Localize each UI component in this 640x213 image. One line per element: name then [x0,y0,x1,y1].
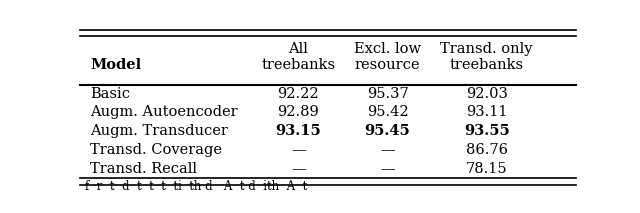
Text: 93.55: 93.55 [464,124,509,138]
Text: 78.15: 78.15 [466,162,508,176]
Text: 93.15: 93.15 [275,124,321,138]
Text: 95.45: 95.45 [365,124,410,138]
Text: Transd. Recall: Transd. Recall [90,162,197,176]
Text: Basic: Basic [90,87,130,101]
Text: 95.37: 95.37 [367,87,408,101]
Text: —: — [380,162,395,176]
Text: Excl. low
resource: Excl. low resource [354,42,421,72]
Text: 92.03: 92.03 [466,87,508,101]
Text: f  r  t  d  t  t  t  ti  th d   A  t d  ith  A  t: f r t d t t t ti th d A t d ith A t [85,180,307,193]
Text: Transd. only
treebanks: Transd. only treebanks [440,42,533,72]
Text: Transd. Coverage: Transd. Coverage [90,143,222,157]
Text: —: — [291,143,305,157]
Text: 93.11: 93.11 [466,105,508,119]
Text: All
treebanks: All treebanks [261,42,335,72]
Text: Model: Model [90,58,141,72]
Text: Augm. Autoencoder: Augm. Autoencoder [90,105,237,119]
Text: Augm. Transducer: Augm. Transducer [90,124,228,138]
Text: 86.76: 86.76 [466,143,508,157]
Text: —: — [291,162,305,176]
Text: 92.89: 92.89 [277,105,319,119]
Text: —: — [380,143,395,157]
Text: 95.42: 95.42 [367,105,408,119]
Text: 92.22: 92.22 [277,87,319,101]
